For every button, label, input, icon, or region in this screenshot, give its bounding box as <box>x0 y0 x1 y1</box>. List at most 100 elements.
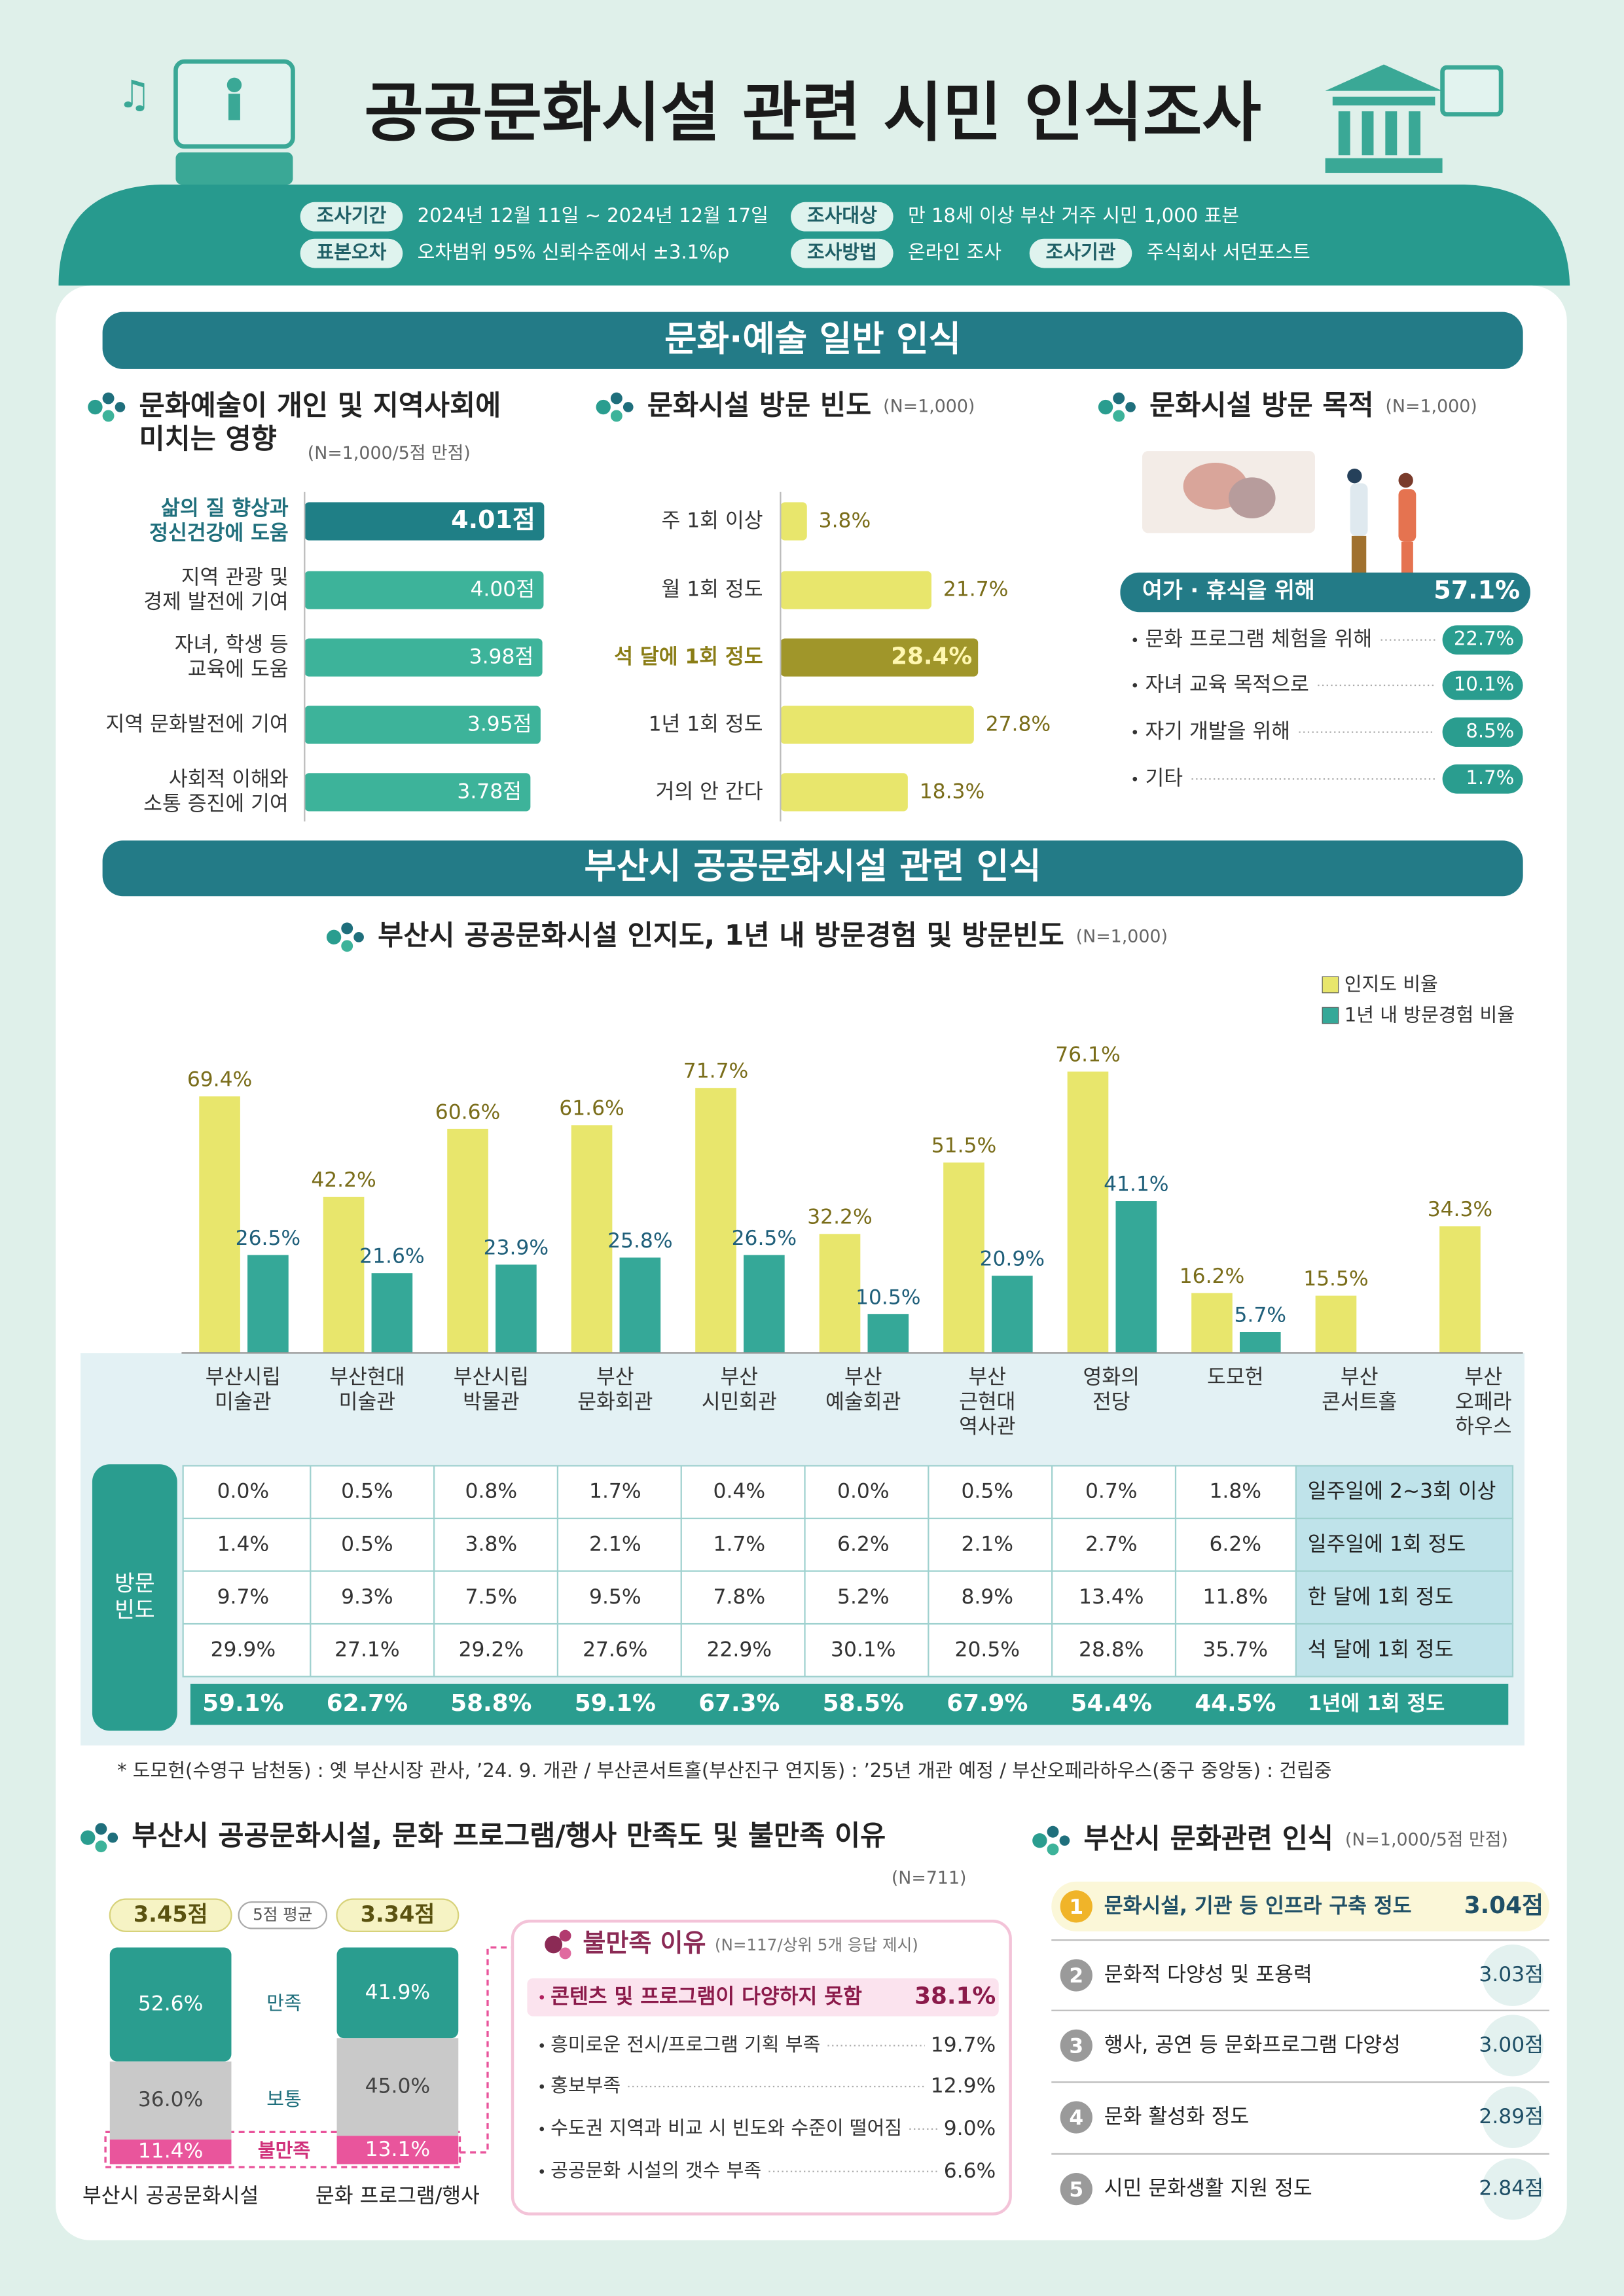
title-icon <box>623 402 634 412</box>
table-row-label-cell <box>1295 1465 1514 1520</box>
value-label: 10.5% <box>856 1285 920 1309</box>
table-cell: 6.2% <box>837 1532 890 1556</box>
table-cell: 7.5% <box>465 1585 518 1609</box>
title-icon <box>107 1832 118 1843</box>
value-label: 28.4% <box>891 643 972 670</box>
value-label: 3.95점 <box>467 712 532 736</box>
value-label: 9.0% <box>944 2117 996 2140</box>
table-cell: 0.0% <box>217 1480 270 1503</box>
bar-segment <box>336 1947 459 2039</box>
bar <box>744 1255 785 1354</box>
value-label: 45.0% <box>365 2075 430 2098</box>
bar <box>619 1257 661 1354</box>
info-label: 조사기간 <box>316 204 386 226</box>
value-pill <box>1442 670 1523 700</box>
bar <box>1115 1201 1157 1354</box>
table-cell: 0.5% <box>341 1480 393 1503</box>
bullet <box>539 1995 545 2000</box>
value-label: 11.4% <box>138 2140 203 2163</box>
chart-title: 문화예술이 개인 및 지역사회에 미치는 영향 <box>139 390 501 456</box>
title-icon <box>1113 392 1125 404</box>
table-cell: 30.1% <box>831 1638 895 1661</box>
title-icon <box>95 1840 107 1853</box>
chart-subtitle: (N=1,000) <box>1385 397 1477 417</box>
title-icon <box>610 410 623 422</box>
table-cell: 54.4% <box>1071 1690 1152 1717</box>
bar <box>496 1265 537 1354</box>
title-icon <box>326 929 342 945</box>
section-bar <box>102 312 1523 369</box>
table-cell: 44.5% <box>1195 1690 1276 1717</box>
title-icon <box>81 1830 96 1845</box>
category-label: 시민 문화생활 지원 정도 <box>1104 2177 1312 2200</box>
title-icon <box>610 392 623 404</box>
category-label: 공공문화 시설의 갯수 부족 <box>550 2159 761 2181</box>
bar <box>304 638 543 677</box>
bullet <box>539 2084 545 2089</box>
title-icon <box>88 399 103 415</box>
value-label: 5.7% <box>1235 1303 1287 1327</box>
rank-label: 1 <box>1069 1895 1083 1919</box>
category-label: 여가 · 휴식을 위해 <box>1142 577 1315 603</box>
value-label: 3.04점 <box>1464 1892 1543 1919</box>
bullet <box>539 2126 545 2132</box>
value-label: 51.5% <box>931 1134 996 1158</box>
value-label: 20.9% <box>980 1247 1045 1271</box>
table-cell: 9.5% <box>589 1585 641 1609</box>
table-row-label-cell <box>1295 1623 1514 1677</box>
average-caption: 5점 평균 <box>253 1905 312 1924</box>
x-tick-label: 영화의 전당 <box>1083 1365 1140 1414</box>
table-cell: 62.7% <box>327 1690 408 1717</box>
title-icon <box>1047 1825 1059 1838</box>
table-row <box>182 1623 1297 1677</box>
value-label: 76.1% <box>1055 1043 1120 1067</box>
chart-subtitle: (N=1,000) <box>1076 926 1168 946</box>
rank-badge <box>1060 2101 1092 2134</box>
table-row-label: 1년에 1회 정도 <box>1308 1692 1445 1715</box>
legend-label: 1년 내 방문경험 비율 <box>1344 1004 1515 1026</box>
category-label: 문화 활성화 정도 <box>1104 2105 1250 2128</box>
x-tick-label: 부산 예술회관 <box>825 1365 901 1414</box>
x-tick-label: 부산시 공공문화시설 <box>82 2184 259 2208</box>
bar-segment <box>109 2061 232 2140</box>
title-icon <box>102 392 115 404</box>
value-label: 12.9% <box>931 2074 996 2098</box>
average-pill <box>109 1898 232 1932</box>
table-cell: 20.5% <box>955 1638 1020 1661</box>
chart-subtitle: (N=1,000/5점 만점) <box>308 443 471 463</box>
highlight-row <box>1051 1881 1549 1931</box>
chart-subtitle: (N=1,000) <box>883 397 975 417</box>
table-cell: 11.8% <box>1203 1585 1268 1609</box>
info-label: 조사기관 <box>1046 241 1116 263</box>
bar <box>304 571 544 609</box>
table-cell: 0.8% <box>465 1480 518 1503</box>
series-label: 만족 <box>266 1992 302 2015</box>
bullet <box>539 2043 545 2048</box>
value-label: 15.5% <box>1303 1267 1368 1291</box>
series-label: 불만족 <box>258 2140 310 2162</box>
info-pill <box>300 238 403 268</box>
value-label: 27.8% <box>986 712 1051 736</box>
info-text: 2024년 12월 11일 ~ 2024년 12월 17일 <box>418 204 768 226</box>
bar <box>780 773 908 812</box>
category-label: 자녀, 학생 등 교육에 도움 <box>175 633 289 681</box>
title-icon <box>95 1823 107 1835</box>
title-icon <box>545 1935 563 1954</box>
table-cell: 35.7% <box>1203 1638 1268 1661</box>
title-icon <box>341 940 353 952</box>
chart-title: 문화시설 방문 목적 <box>1149 390 1373 422</box>
bar <box>1067 1071 1109 1354</box>
title-icon <box>1098 399 1113 415</box>
value-label: 19.7% <box>931 2033 996 2056</box>
title-icon <box>596 399 611 415</box>
table-cell: 22.9% <box>707 1638 772 1661</box>
x-tick-label: 도모헌 <box>1207 1365 1263 1389</box>
value-label: 69.4% <box>187 1068 252 1092</box>
value-label: 32.2% <box>807 1206 872 1229</box>
value-label: 3.03점 <box>1479 1963 1543 1986</box>
bar-segment <box>109 2139 232 2164</box>
legend-swatch <box>1322 1007 1339 1024</box>
info-text: 주식회사 서던포스트 <box>1147 241 1310 263</box>
